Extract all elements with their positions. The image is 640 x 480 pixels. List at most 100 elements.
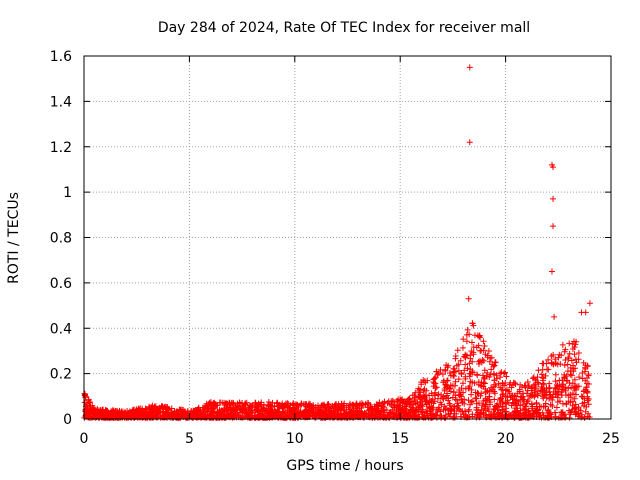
data-point [487, 371, 494, 378]
data-point [579, 369, 586, 376]
data-point [255, 412, 262, 419]
data-point [373, 401, 380, 408]
data-point [278, 401, 285, 408]
data-point [575, 350, 582, 357]
data-point [422, 398, 429, 405]
data-point [292, 409, 299, 416]
data-point [429, 404, 436, 411]
data-point [486, 396, 493, 403]
data-point [499, 414, 506, 421]
data-point [473, 395, 480, 402]
data-point [564, 368, 571, 375]
outlier-point [466, 64, 473, 71]
x-tick-label: 20 [497, 431, 515, 447]
data-point [554, 399, 561, 406]
data-point [529, 375, 536, 382]
data-point [584, 397, 591, 404]
data-point [480, 379, 487, 386]
data-point [573, 359, 580, 366]
data-point [358, 404, 365, 411]
data-point [452, 378, 459, 385]
grid-layer [84, 56, 611, 419]
data-point [431, 375, 438, 382]
y-axis-label: ROTI / TECUs [6, 192, 22, 284]
data-point [534, 379, 541, 386]
y-tick-label: 0.2 [50, 367, 72, 383]
data-point [210, 405, 217, 412]
data-point [535, 381, 542, 388]
data-point [567, 411, 574, 418]
data-point [508, 402, 515, 409]
data-points [81, 64, 593, 421]
data-point [450, 389, 457, 396]
data-point [255, 400, 262, 407]
data-point [567, 371, 574, 378]
data-point [156, 409, 163, 416]
data-point [353, 401, 360, 408]
data-point [302, 406, 309, 413]
data-point [569, 402, 576, 409]
data-point [450, 414, 457, 421]
data-point [81, 390, 88, 397]
data-point [483, 397, 490, 404]
outlier-point [551, 313, 558, 320]
y-tick-label: 1.4 [50, 94, 72, 110]
data-point [258, 399, 265, 406]
data-point [428, 414, 435, 421]
outlier-point [578, 309, 585, 316]
x-tick-label: 0 [80, 431, 89, 447]
data-point [485, 347, 492, 354]
data-point [459, 344, 466, 351]
data-point [338, 400, 345, 407]
data-point [276, 408, 283, 415]
data-point [498, 395, 505, 402]
data-point [322, 412, 329, 419]
data-point [476, 333, 483, 340]
data-point [540, 412, 547, 419]
data-point [102, 414, 109, 421]
data-point [545, 413, 552, 420]
outlier-point [550, 223, 557, 230]
data-point [254, 406, 261, 413]
data-point [512, 405, 519, 412]
data-point [463, 338, 470, 345]
data-point [464, 326, 471, 333]
data-point [325, 404, 332, 411]
data-point [579, 375, 586, 382]
data-point [562, 346, 569, 353]
data-point [475, 390, 482, 397]
data-point [310, 402, 317, 409]
data-point [441, 403, 448, 410]
data-point [264, 402, 271, 409]
data-point [468, 398, 475, 405]
data-point [549, 360, 556, 367]
data-point [420, 414, 427, 421]
data-point [298, 400, 305, 407]
data-point [582, 366, 589, 373]
data-point [557, 360, 564, 367]
data-point [565, 355, 572, 362]
data-point [482, 389, 489, 396]
data-point [112, 408, 119, 415]
data-point [489, 361, 496, 368]
data-point [577, 407, 584, 414]
data-point [205, 406, 212, 413]
data-point [480, 338, 487, 345]
data-point [468, 391, 475, 398]
data-point [445, 362, 452, 369]
data-point [267, 402, 274, 409]
data-point [343, 411, 350, 418]
data-point [580, 388, 587, 395]
data-point [146, 403, 153, 410]
x-tick-label: 25 [602, 431, 620, 447]
data-point [492, 382, 499, 389]
data-point [460, 336, 467, 343]
data-point [542, 372, 549, 379]
data-point [532, 409, 539, 416]
data-point [481, 342, 488, 349]
data-point [561, 374, 568, 381]
data-point [492, 405, 499, 412]
data-point [283, 401, 290, 408]
data-point [213, 402, 220, 409]
data-point [570, 338, 577, 345]
